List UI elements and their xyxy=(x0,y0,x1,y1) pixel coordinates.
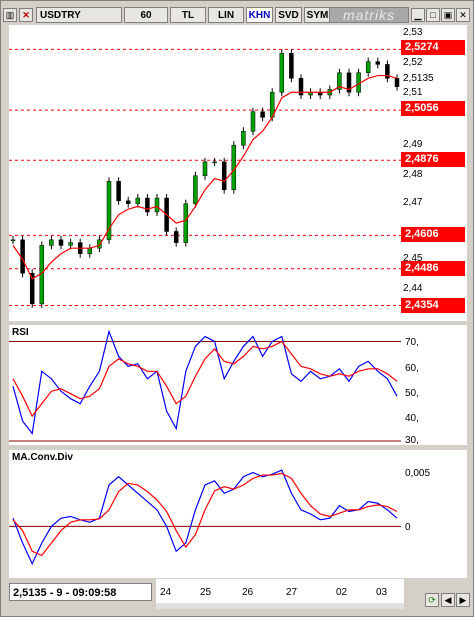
candle xyxy=(58,239,64,246)
candle xyxy=(385,64,390,79)
scale-button[interactable]: LIN xyxy=(208,7,244,23)
candle xyxy=(116,181,121,202)
svd-button[interactable]: SVD xyxy=(275,7,302,23)
candle xyxy=(49,239,54,246)
chart-icon[interactable]: ▥ xyxy=(3,8,17,22)
candle xyxy=(173,231,179,243)
candle xyxy=(346,72,352,93)
window-restore-icon[interactable]: ▣ xyxy=(441,8,455,22)
rsi-axis: 70, 60, 50, 40, 30, xyxy=(401,325,467,446)
scroll-left-icon[interactable]: ◀ xyxy=(441,593,455,607)
time-axis: 24 25 26 27 02 03 xyxy=(156,579,404,603)
candle xyxy=(279,53,285,93)
candle xyxy=(365,61,371,74)
candle xyxy=(97,239,102,249)
macd-signal-line xyxy=(12,472,398,557)
candle xyxy=(337,72,342,90)
rsi-tick: 40, xyxy=(405,413,419,424)
date-tick: 24 xyxy=(160,587,172,598)
candle xyxy=(106,181,112,241)
candle xyxy=(221,161,227,190)
price-panel[interactable] xyxy=(9,25,401,321)
candle xyxy=(202,161,208,177)
khn-button[interactable]: KHN xyxy=(246,7,273,23)
close-icon[interactable]: ✕ xyxy=(19,8,33,22)
date-tick: 25 xyxy=(200,587,212,598)
macd-axis: 0,005 0 xyxy=(401,450,467,578)
rsi-label: RSI xyxy=(12,327,29,338)
level-badge: 2,4606 xyxy=(401,227,465,242)
macd-chart[interactable] xyxy=(9,450,401,578)
candle xyxy=(298,78,304,96)
cursor-readout: 2,5135 - 9 - 09:09:58 xyxy=(9,583,152,601)
macd-line xyxy=(12,469,398,566)
maximize-icon[interactable]: □ xyxy=(426,8,440,22)
macd-tick: 0,005 xyxy=(405,468,431,479)
price-tick: 2,53 xyxy=(403,27,423,38)
candle xyxy=(10,239,16,242)
candle xyxy=(260,111,265,118)
date-tick: 27 xyxy=(286,587,298,598)
candle xyxy=(68,242,73,246)
level-badge: 2,5274 xyxy=(401,40,465,55)
price-axis: 2,53 2,52 2,5135 2,51 2,49 2,48 2,47 2,4… xyxy=(401,25,467,321)
symbol-field[interactable]: USDTRY xyxy=(36,7,122,23)
rsi-tick: 60, xyxy=(405,363,419,374)
scroll-right-icon[interactable]: ▶ xyxy=(456,593,470,607)
candle xyxy=(87,247,93,254)
level-badge: 2,4354 xyxy=(401,298,465,313)
candle xyxy=(241,130,246,146)
candle xyxy=(289,53,294,79)
level-badge: 2,4876 xyxy=(401,152,465,167)
period-button[interactable]: 60 xyxy=(124,7,168,23)
candle xyxy=(250,111,256,132)
minimize-icon[interactable]: ▁ xyxy=(411,8,425,22)
rsi-tick: 50, xyxy=(405,388,419,399)
candle xyxy=(154,197,160,213)
price-tick: 2,51 xyxy=(403,87,423,98)
price-tick: 2,48 xyxy=(403,169,423,180)
price-chart[interactable] xyxy=(9,25,401,321)
price-tick: 2,49 xyxy=(403,139,423,150)
refresh-icon[interactable]: ⟳ xyxy=(425,593,439,607)
level-badge: 2,4486 xyxy=(401,261,465,276)
price-tick: 2,5135 xyxy=(403,73,434,84)
rsi-chart[interactable] xyxy=(9,325,401,445)
candle xyxy=(394,78,400,87)
candle xyxy=(145,197,150,213)
price-tick: 2,47 xyxy=(403,197,423,208)
candle xyxy=(193,175,198,204)
level-badge: 2,5056 xyxy=(401,101,465,116)
rsi-panel[interactable]: RSI xyxy=(9,325,401,445)
price-signal-line xyxy=(12,74,398,280)
rsi-tick: 70, xyxy=(405,337,419,348)
date-tick: 02 xyxy=(336,587,348,598)
window-close-icon[interactable]: ✕ xyxy=(456,8,470,22)
time-scrollbar[interactable] xyxy=(156,603,404,609)
price-tick: 2,52 xyxy=(403,57,423,68)
price-tick: 2,44 xyxy=(403,283,423,294)
candle xyxy=(375,61,381,65)
macd-tick: 0 xyxy=(405,522,411,533)
toolbar: ▥ ✕ USDTRY 60 TL LIN KHN SVD SYM matriks… xyxy=(3,7,471,24)
rsi-signal-line xyxy=(12,340,398,418)
candle xyxy=(125,200,131,204)
macd-label: MA.Conv.Div xyxy=(12,452,73,463)
rsi-tick: 30, xyxy=(405,435,419,446)
sym-button[interactable]: SYM xyxy=(304,7,331,23)
date-tick: 03 xyxy=(376,587,388,598)
brand-logo: matriks xyxy=(329,7,409,23)
candle xyxy=(135,197,141,204)
currency-button[interactable]: TL xyxy=(170,7,206,23)
price-tick: 2,45 xyxy=(403,253,423,264)
candle xyxy=(183,203,189,243)
candle xyxy=(212,161,217,164)
rsi-line xyxy=(12,329,398,436)
candle xyxy=(29,272,35,305)
date-tick: 26 xyxy=(242,587,254,598)
macd-panel[interactable]: MA.Conv.Div xyxy=(9,450,401,578)
